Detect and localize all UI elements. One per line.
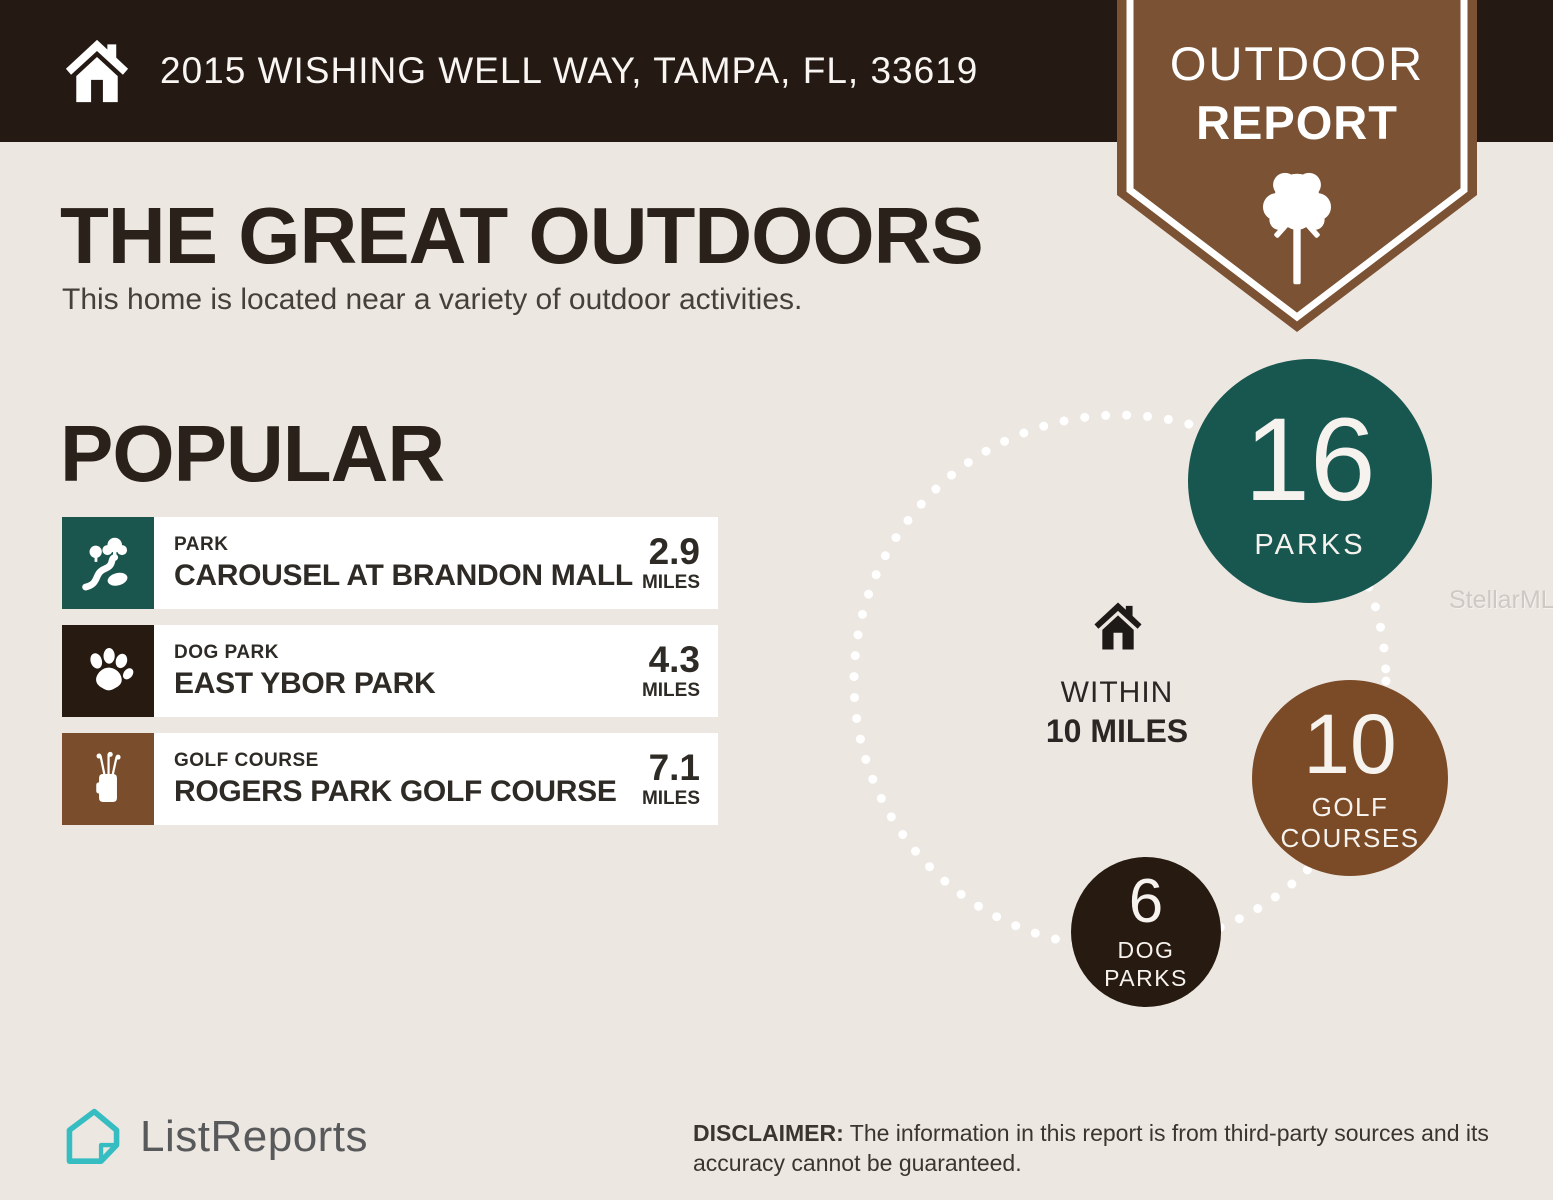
category-tile	[62, 517, 154, 609]
disclaimer-text: The information in this report is from t…	[693, 1120, 1489, 1177]
page-subtitle: This home is located near a variety of o…	[62, 283, 803, 316]
list-item-body: DOG PARK EAST YBOR PARK 4.3 MILES	[154, 625, 718, 717]
item-category: PARK	[174, 533, 229, 555]
golf-courses-bubble: 10 GOLF COURSES	[1252, 680, 1448, 876]
tree-icon	[1262, 172, 1332, 285]
parks-bubble: 16 PARKS	[1188, 359, 1432, 603]
watermark: StellarMLS	[1449, 586, 1553, 614]
home-icon-center	[1094, 602, 1142, 650]
home-icon	[65, 39, 129, 103]
category-tile	[62, 733, 154, 825]
item-distance: 2.9 MILES	[642, 533, 700, 594]
list-item-body: PARK CAROUSEL AT BRANDON MALL 2.9 MILES	[154, 517, 718, 609]
page-title: THE GREAT OUTDOORS	[60, 191, 984, 280]
popular-heading: POPULAR	[60, 409, 445, 498]
bubble-label: DOG PARKS	[1104, 937, 1188, 991]
report-ribbon: OUTDOOR REPORT	[1117, 0, 1477, 340]
paw-icon	[90, 648, 134, 691]
ribbon-title: OUTDOOR REPORT	[1117, 36, 1477, 150]
within-text: WITHIN	[1060, 676, 1174, 709]
item-distance-value: 4.3	[648, 638, 700, 680]
item-name: EAST YBOR PARK	[174, 666, 436, 700]
list-item-park: PARK CAROUSEL AT BRANDON MALL 2.9 MILES	[62, 517, 718, 609]
item-name: ROGERS PARK GOLF COURSE	[174, 774, 617, 808]
bubble-value: 6	[1128, 867, 1164, 937]
popular-list: PARK CAROUSEL AT BRANDON MALL 2.9 MILES	[62, 517, 718, 841]
listreports-wordmark: ListReports	[140, 1112, 369, 1161]
list-item-golf-course: GOLF COURSE ROGERS PARK GOLF COURSE 7.1 …	[62, 733, 718, 825]
dotted-radius-circle	[849, 410, 1391, 952]
bubble-value: 16	[1244, 393, 1376, 526]
item-distance-unit: MILES	[641, 571, 700, 593]
listreports-logo-icon	[66, 1108, 120, 1164]
item-distance-unit: MILES	[641, 679, 700, 701]
radius-text: 10 MILES	[1045, 713, 1189, 749]
item-distance: 7.1 MILES	[642, 749, 700, 810]
golf-bag-icon	[96, 751, 121, 802]
item-distance-value: 7.1	[648, 746, 700, 788]
park-icon	[82, 537, 128, 591]
list-item-body: GOLF COURSE ROGERS PARK GOLF COURSE 7.1 …	[154, 733, 718, 825]
disclaimer-label: DISCLAIMER:	[693, 1120, 844, 1146]
dog-parks-bubble: 6 DOG PARKS	[1071, 857, 1221, 1007]
item-distance: 4.3 MILES	[642, 641, 700, 702]
bubble-value: 10	[1303, 696, 1397, 791]
ribbon-line1: OUTDOOR	[1169, 37, 1425, 90]
disclaimer: DISCLAIMER: The information in this repo…	[693, 1118, 1508, 1179]
item-distance-value: 2.9	[648, 530, 700, 572]
address-text: 2015 WISHING WELL WAY, TAMPA, FL, 33619	[160, 50, 979, 91]
ribbon-line2: REPORT	[1196, 96, 1398, 149]
item-name: CAROUSEL AT BRANDON MALL	[174, 558, 633, 592]
listreports-logo: ListReports	[62, 1106, 368, 1168]
ribbon-shape	[1117, 0, 1477, 332]
within-label: WITHIN 10 MILES	[1017, 676, 1217, 750]
category-tile	[62, 625, 154, 717]
bubble-label: PARKS	[1254, 528, 1366, 561]
item-distance-unit: MILES	[641, 787, 700, 809]
item-category: GOLF COURSE	[174, 749, 319, 771]
bubble-label: GOLF COURSES	[1280, 791, 1420, 853]
item-category: DOG PARK	[174, 641, 279, 663]
list-item-dog-park: DOG PARK EAST YBOR PARK 4.3 MILES	[62, 625, 718, 717]
